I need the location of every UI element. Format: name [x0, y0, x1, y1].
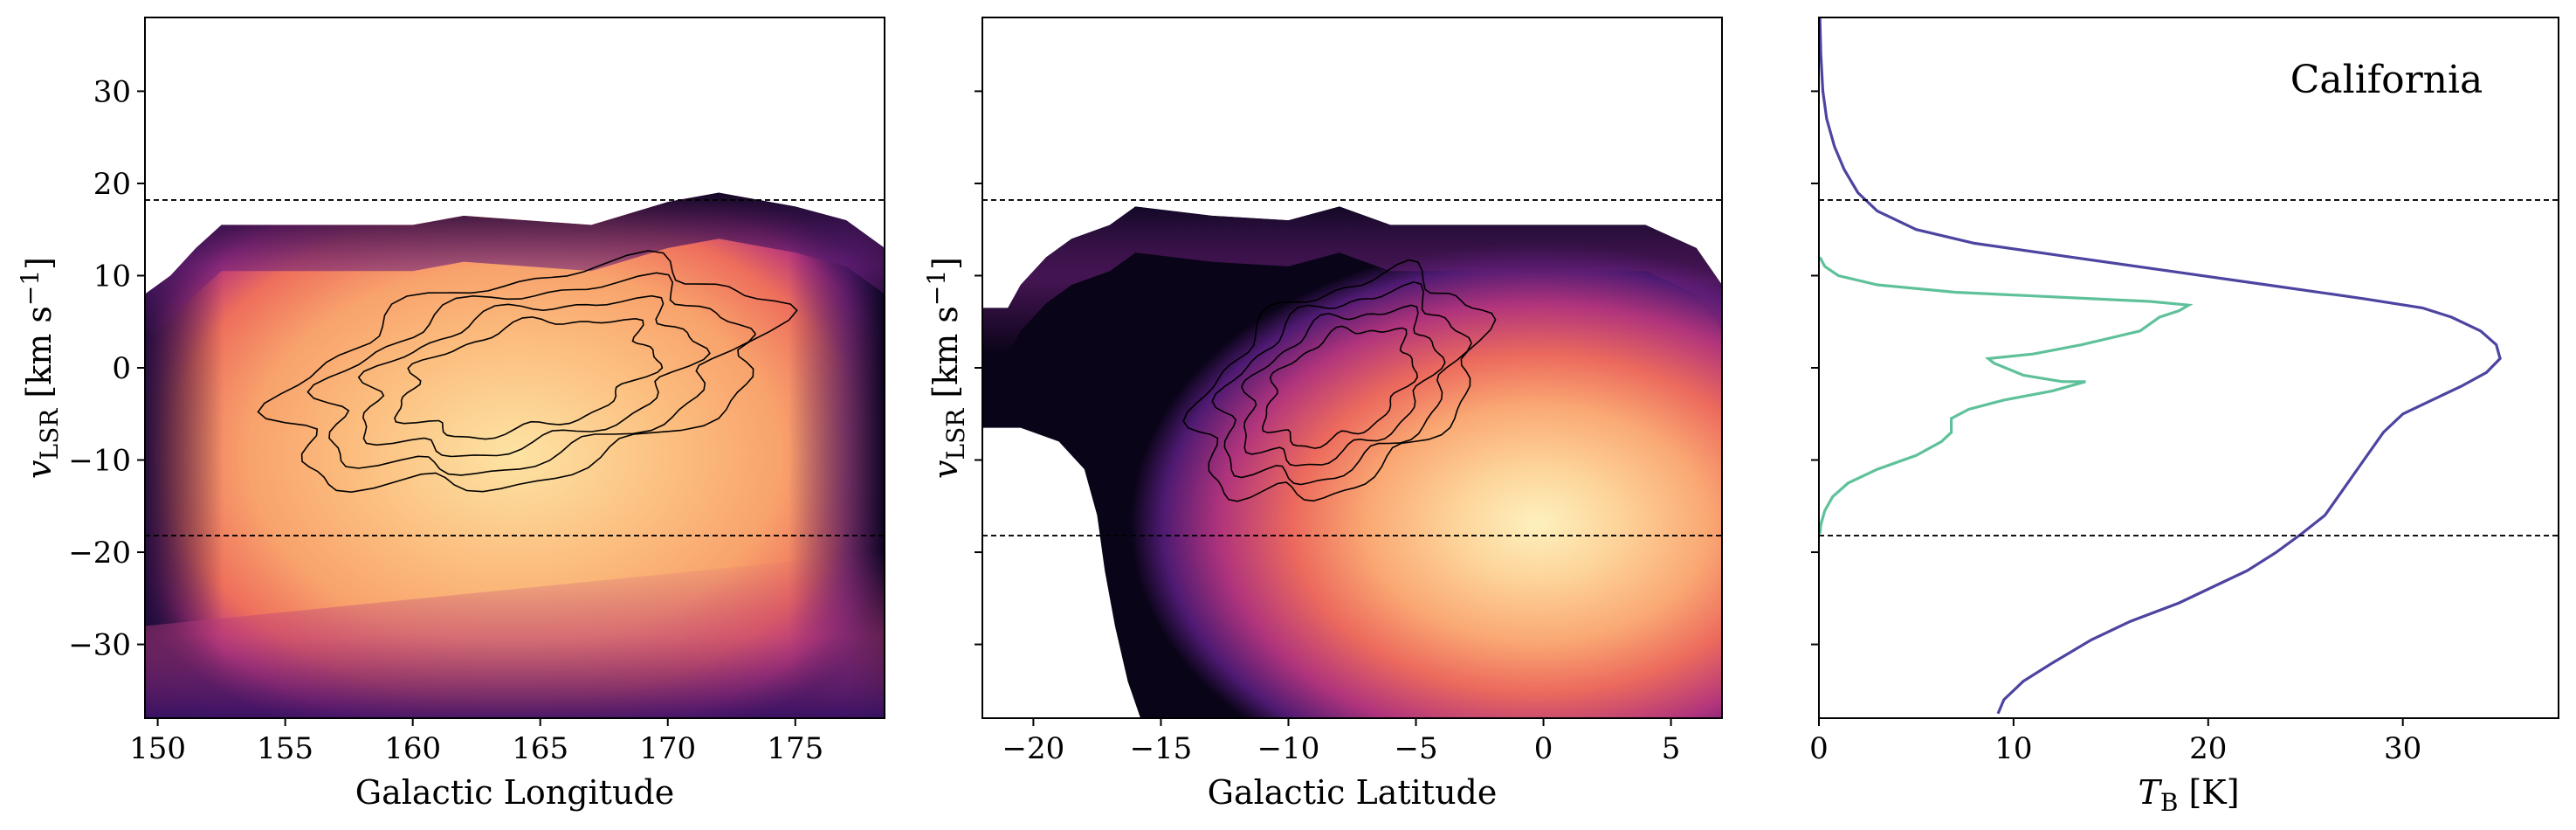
x-tick-label: 5 [1662, 731, 1681, 766]
latitude-x-ticks: −20 −15 −10 −5 0 5 [1002, 718, 1681, 766]
x-tick-label: 170 [639, 731, 696, 766]
co-contour [357, 294, 711, 458]
spectrum-line-narrow [1819, 256, 2194, 535]
y-label-subscript: LSR [941, 408, 970, 460]
spectrum-velocity-limits [1819, 199, 2559, 536]
latitude-emission-top-edge [982, 206, 1722, 355]
x-tick-label: 175 [767, 731, 823, 766]
spectrum-x-axis-label: TB [K] [2138, 773, 2239, 817]
y-label-unit: [km s [20, 306, 59, 409]
x-tick-label: 20 [2189, 731, 2227, 766]
y-tick-label: 0 [112, 351, 131, 386]
y-tick-label: −30 [68, 628, 131, 663]
longitude-x-axis-label: Galactic Longitude [355, 773, 675, 812]
latitude-co-contours [1182, 259, 1497, 502]
x-label-subscript: B [2160, 788, 2179, 817]
co-contour [1261, 325, 1419, 449]
y-label-exponent: −1 [16, 270, 45, 306]
x-tick-label: 150 [129, 731, 186, 766]
x-tick-label: 30 [2384, 731, 2421, 766]
longitude-emission-top-edge [145, 192, 885, 341]
latitude-y-axis-label: vLSR [km s−1] [922, 257, 970, 479]
latitude-velocity-limits [982, 199, 1722, 536]
longitude-y-axis-label: vLSR [km s−1] [16, 257, 64, 479]
x-tick-label: −15 [1130, 731, 1193, 766]
latitude-x-axis-label: Galactic Latitude [1208, 773, 1498, 812]
y-tick-label: −10 [68, 444, 131, 479]
latitude-velocity-panel: −20 −15 −10 −5 0 5 Galactic Latitude vLSR [km… [922, 17, 1723, 812]
y-label-unit: [km s [926, 306, 965, 409]
longitude-y-ticks: −30 −20 −10 0 10 20 30 [68, 74, 145, 663]
x-tick-label: 165 [512, 731, 568, 766]
y-tick-label: 10 [93, 259, 131, 294]
longitude-velocity-limits [145, 199, 885, 536]
x-tick-label: −5 [1394, 731, 1437, 766]
co-contour [1211, 280, 1472, 486]
longitude-emission-left-edge [145, 192, 224, 718]
y-tick-label: −20 [68, 536, 131, 571]
spectrum-x-ticks: 0 10 20 30 [1809, 718, 2421, 766]
y-label-symbol: v [926, 460, 965, 479]
y-label-exponent: −1 [922, 270, 951, 306]
region-name-label: California [2290, 58, 2483, 102]
latitude-y-ticks [975, 90, 982, 646]
spectrum-line-broad [1819, 17, 2502, 715]
x-label-symbol: T [2138, 773, 2162, 812]
y-tick-label: 30 [93, 74, 131, 109]
x-tick-label: 160 [384, 731, 441, 766]
longitude-emission-map [145, 192, 885, 718]
spectrum-y-ticks [1811, 90, 1819, 646]
longitude-co-contours [257, 250, 798, 494]
co-contour [394, 316, 664, 440]
y-label-close: ] [926, 257, 965, 270]
spectrum-lines [1819, 17, 2502, 715]
longitude-x-ticks: 150 155 160 165 170 175 [129, 718, 823, 766]
co-contour [307, 272, 757, 476]
x-tick-label: −10 [1257, 731, 1320, 766]
x-tick-label: 155 [257, 731, 313, 766]
y-label-subscript: LSR [35, 408, 64, 460]
longitude-emission-right-edge [789, 192, 885, 718]
y-tick-label: 20 [93, 167, 131, 202]
spectrum-panel: 0 10 20 30 TB [K] California [1809, 17, 2559, 817]
y-label-close: ] [20, 257, 59, 270]
longitude-emission-bottom-edge [145, 552, 885, 718]
x-tick-label: 10 [1994, 731, 2032, 766]
x-tick-label: 0 [1534, 731, 1553, 766]
co-contour [1241, 304, 1446, 467]
y-label-symbol: v [20, 460, 59, 479]
x-tick-label: −20 [1002, 731, 1065, 766]
latitude-emission-map [982, 206, 1722, 718]
x-label-unit: [K] [2178, 773, 2239, 812]
x-tick-label: 0 [1809, 731, 1829, 766]
longitude-velocity-panel: 150 155 160 165 170 175 −30 −20 −10 0 10 20 30 Gala… [16, 17, 885, 812]
spectrum-axes-frame [1818, 17, 2559, 719]
latitude-emission-fill [982, 206, 1722, 718]
